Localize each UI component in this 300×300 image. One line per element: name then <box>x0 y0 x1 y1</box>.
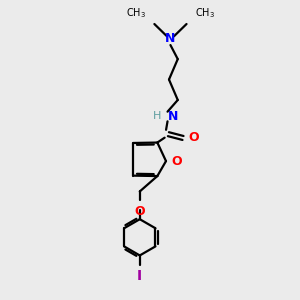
Text: CH$_3$: CH$_3$ <box>126 6 146 20</box>
Text: I: I <box>137 269 142 283</box>
Text: H: H <box>152 111 161 121</box>
Text: N: N <box>165 32 176 45</box>
Text: O: O <box>189 131 200 145</box>
Text: O: O <box>171 154 182 168</box>
Text: O: O <box>134 206 145 218</box>
Text: N: N <box>167 110 178 123</box>
Text: CH$_3$: CH$_3$ <box>195 6 215 20</box>
